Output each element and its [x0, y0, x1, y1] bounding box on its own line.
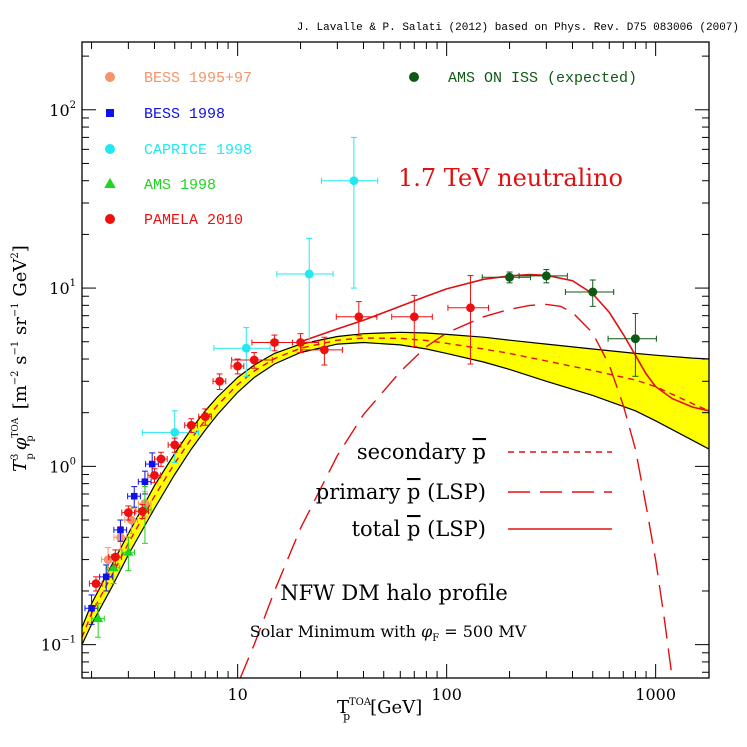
series-4 — [88, 275, 490, 592]
legend-label-3: AMS 1998 — [144, 177, 216, 194]
legend-marker-1 — [106, 109, 114, 117]
point-4-8 — [200, 412, 210, 422]
plot-area — [82, 136, 709, 678]
plot-frame — [81, 41, 710, 679]
legend-label-0: BESS 1995+97 — [144, 70, 252, 87]
point-2-0 — [170, 428, 180, 437]
legend-label-5: AMS ON ISS (expected) — [448, 70, 637, 87]
point-2-1 — [241, 343, 251, 353]
curve-legend-label-2: total p (LSP) — [352, 517, 486, 541]
legend-label-4: PAMELA 2010 — [144, 212, 243, 229]
legend-label-2: CAPRICE 1998 — [144, 142, 252, 159]
y-tick-label-2: 101 — [49, 278, 76, 298]
point-4-11 — [249, 355, 259, 365]
point-1-2 — [117, 526, 124, 534]
legend-marker-0 — [105, 72, 115, 82]
x-axis-title: TTOA p [GeV] — [337, 697, 422, 723]
point-4-4 — [150, 470, 159, 480]
legend-marker-4 — [105, 214, 115, 224]
y-tick-label-1: 100 — [49, 456, 76, 476]
x-tick-label-0: 10 — [227, 685, 247, 704]
point-4-9 — [215, 376, 225, 386]
curve-legend: secondary p primary p (LSP) total p (LSP) — [316, 440, 612, 541]
annotation-halo-profile: NFW DM halo profile — [280, 581, 508, 605]
point-1-5 — [148, 460, 156, 468]
callout-neutralino: 1.7 TeV neutralino — [398, 164, 623, 192]
point-4-10 — [233, 361, 243, 371]
secondary-uncertainty-band — [82, 332, 709, 645]
total-curve — [300, 273, 709, 412]
point-5-3 — [630, 334, 640, 344]
point-4-17 — [466, 303, 475, 313]
point-2-3 — [349, 176, 359, 186]
point-5-2 — [588, 287, 598, 297]
point-4-15 — [354, 312, 364, 322]
legend-marker-5 — [409, 72, 419, 82]
y-tick-label-0: 10−1 — [41, 635, 76, 655]
point-1-3 — [130, 492, 138, 500]
series-2 — [141, 136, 379, 464]
point-5-1 — [541, 271, 551, 281]
curve-legend-label-1: primary p (LSP) — [316, 480, 486, 504]
point-4-16 — [409, 312, 419, 322]
curve-legend-label-0: secondary p — [357, 440, 486, 464]
point-3-0 — [93, 613, 104, 623]
legend-label-1: BESS 1998 — [144, 106, 225, 123]
point-3-1 — [108, 562, 119, 572]
point-4-2 — [123, 508, 133, 518]
series-5 — [481, 269, 657, 377]
y-tick-label-3: 102 — [49, 100, 76, 120]
point-4-5 — [156, 454, 166, 464]
chart-credit: J. Lavalle & P. Salati (2012) based on P… — [297, 22, 739, 34]
point-4-0 — [91, 579, 101, 588]
plot-clip-group — [82, 136, 709, 678]
y-axis-title: T3 pφTOAp[m−2 s−1 sr−1 GeV2] — [10, 245, 36, 472]
annotation-solar-minimum: Solar Minimum with φF = 500 MV — [250, 622, 527, 644]
point-1-1 — [102, 573, 110, 581]
point-3-2 — [123, 546, 134, 556]
primary-curve — [239, 303, 673, 678]
point-4-3 — [137, 506, 147, 516]
marker-legend: BESS 1995+97 BESS 1998 CAPRICE 1998 AMS 199… — [104, 70, 637, 229]
point-1-4 — [141, 478, 149, 486]
point-4-13 — [296, 338, 305, 347]
point-4-6 — [170, 440, 180, 450]
point-4-12 — [270, 338, 279, 347]
point-5-0 — [505, 272, 515, 282]
point-4-7 — [186, 420, 196, 430]
axes: 10 100 1000 10−1 100 101 102 — [41, 41, 710, 704]
point-4-1 — [110, 552, 120, 562]
x-tick-label-2: 1000 — [635, 685, 676, 704]
legend-marker-3 — [104, 177, 116, 188]
point-2-2 — [304, 269, 314, 279]
x-tick-label-1: 100 — [431, 685, 462, 704]
point-4-14 — [319, 345, 329, 355]
band-lower-edge — [82, 341, 709, 645]
legend-marker-2 — [105, 144, 115, 154]
point-1-0 — [88, 604, 95, 612]
